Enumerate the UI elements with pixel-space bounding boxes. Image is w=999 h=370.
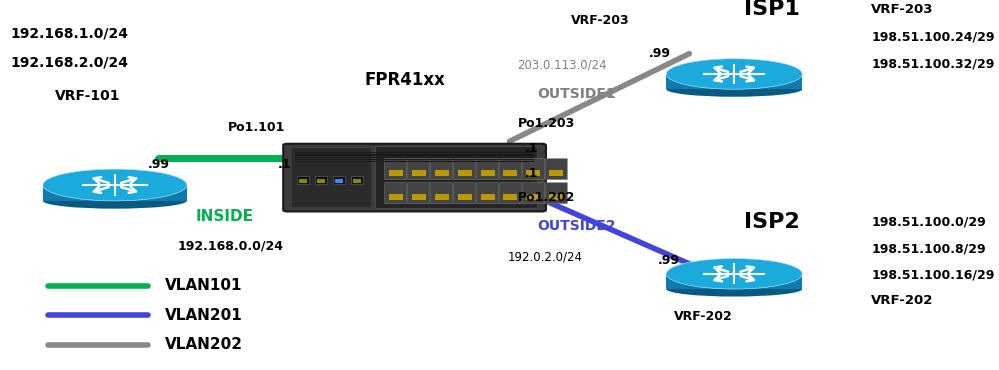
Bar [412, 169, 426, 176]
FancyBboxPatch shape [385, 158, 407, 179]
Text: VLAN201: VLAN201 [165, 308, 243, 323]
Bar [458, 169, 472, 176]
Bar [352, 176, 363, 184]
Text: 192.168.2.0/24: 192.168.2.0/24 [10, 56, 128, 70]
FancyBboxPatch shape [666, 274, 802, 289]
Text: 198.51.100.32/29: 198.51.100.32/29 [871, 57, 994, 70]
Bar [549, 169, 563, 176]
Text: 198.51.100.8/29: 198.51.100.8/29 [871, 242, 986, 255]
Text: .1: .1 [524, 167, 538, 181]
Text: .1: .1 [278, 158, 292, 171]
Text: 203.0.113.0/24: 203.0.113.0/24 [517, 58, 607, 71]
FancyBboxPatch shape [477, 158, 499, 179]
Bar [296, 155, 533, 156]
Text: VRF-203: VRF-203 [871, 3, 934, 16]
Text: Po1.203: Po1.203 [517, 117, 574, 131]
Text: VLAN202: VLAN202 [165, 337, 243, 352]
Text: ISP2: ISP2 [744, 212, 800, 232]
FancyBboxPatch shape [545, 158, 567, 179]
Bar [526, 194, 540, 200]
FancyBboxPatch shape [385, 182, 407, 204]
Bar [354, 179, 362, 183]
FancyBboxPatch shape [477, 182, 499, 204]
Bar [503, 194, 517, 200]
Ellipse shape [43, 193, 187, 209]
Bar [481, 169, 495, 176]
Bar [435, 194, 449, 200]
FancyBboxPatch shape [408, 158, 430, 179]
Text: VLAN101: VLAN101 [165, 278, 243, 293]
Bar [296, 152, 533, 154]
Bar [458, 194, 472, 200]
Text: .99: .99 [648, 47, 670, 60]
FancyBboxPatch shape [376, 147, 537, 209]
Bar [481, 194, 495, 200]
FancyBboxPatch shape [666, 74, 802, 89]
Text: 192.168.1.0/24: 192.168.1.0/24 [10, 26, 128, 40]
Bar [503, 169, 517, 176]
Text: OUTSIDE1: OUTSIDE1 [537, 87, 616, 101]
FancyBboxPatch shape [292, 148, 372, 208]
FancyBboxPatch shape [408, 182, 430, 204]
Bar [412, 194, 426, 200]
Bar [389, 194, 403, 200]
Ellipse shape [666, 59, 802, 89]
Text: VRF-202: VRF-202 [871, 294, 933, 307]
Text: .1: .1 [524, 141, 538, 155]
Text: 198.51.100.0/29: 198.51.100.0/29 [871, 215, 986, 229]
FancyBboxPatch shape [454, 182, 476, 204]
Bar [549, 194, 563, 200]
Text: VRF-202: VRF-202 [674, 310, 733, 323]
FancyBboxPatch shape [500, 182, 521, 204]
Text: Po1.202: Po1.202 [517, 191, 574, 205]
FancyBboxPatch shape [522, 158, 544, 179]
Text: VRF-203: VRF-203 [571, 14, 630, 27]
Text: 198.51.100.16/29: 198.51.100.16/29 [871, 268, 994, 281]
Text: .99: .99 [148, 158, 170, 171]
Text: .99: .99 [657, 254, 679, 268]
Ellipse shape [666, 82, 802, 97]
Bar [435, 169, 449, 176]
Text: OUTSIDE2: OUTSIDE2 [537, 219, 616, 233]
Ellipse shape [43, 169, 187, 201]
Text: FPR41xx: FPR41xx [365, 71, 446, 88]
FancyBboxPatch shape [431, 182, 453, 204]
FancyBboxPatch shape [500, 158, 521, 179]
Text: 192.168.0.0/24: 192.168.0.0/24 [178, 239, 284, 253]
Bar [298, 176, 310, 184]
Bar [296, 157, 533, 158]
FancyBboxPatch shape [545, 182, 567, 204]
Bar [526, 169, 540, 176]
Text: 198.51.100.24/29: 198.51.100.24/29 [871, 30, 995, 44]
Bar [296, 161, 533, 162]
Ellipse shape [666, 282, 802, 297]
Text: 192.0.2.0/24: 192.0.2.0/24 [507, 250, 582, 264]
Text: VRF-101: VRF-101 [55, 89, 121, 103]
FancyBboxPatch shape [43, 185, 187, 201]
Bar [333, 176, 346, 184]
Bar [296, 159, 533, 160]
Bar [300, 179, 308, 183]
Bar [389, 169, 403, 176]
Ellipse shape [666, 259, 802, 289]
FancyBboxPatch shape [284, 144, 545, 212]
Text: ISP1: ISP1 [744, 0, 800, 19]
Text: Po1.101: Po1.101 [228, 121, 285, 134]
Bar [335, 179, 344, 183]
Bar [316, 176, 328, 184]
Text: INSIDE: INSIDE [196, 209, 254, 224]
Bar [318, 179, 326, 183]
FancyBboxPatch shape [522, 182, 544, 204]
FancyBboxPatch shape [431, 158, 453, 179]
FancyBboxPatch shape [454, 158, 476, 179]
